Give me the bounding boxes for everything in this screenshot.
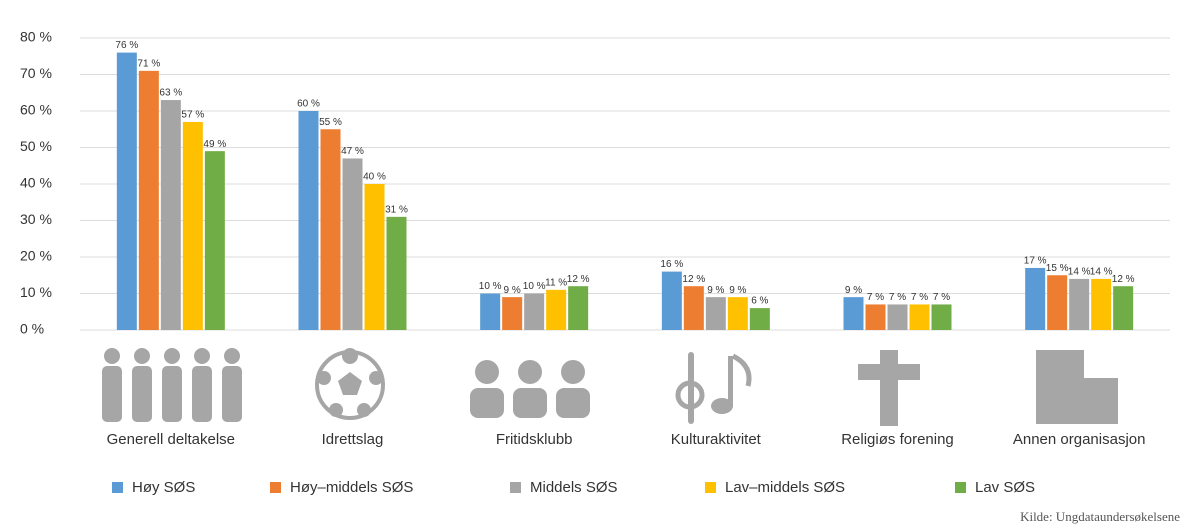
value-label: 10 % — [479, 281, 502, 292]
bar — [705, 297, 726, 330]
value-label: 17 % — [1024, 256, 1047, 267]
bar — [887, 304, 908, 330]
bar — [480, 293, 501, 330]
value-label: 49 % — [203, 139, 226, 150]
bar — [1113, 286, 1134, 330]
value-label: 63 % — [159, 88, 182, 99]
y-tick-label: 40 % — [20, 175, 52, 191]
y-tick-label: 30 % — [20, 211, 52, 227]
bar — [1047, 275, 1068, 330]
bar — [160, 100, 181, 330]
bar — [1025, 267, 1046, 330]
value-label: 15 % — [1046, 263, 1069, 274]
x-tick-label: Annen organisasjon — [1013, 431, 1146, 448]
icons — [102, 348, 1118, 426]
value-label: 55 % — [319, 117, 342, 128]
bar — [865, 304, 886, 330]
value-label: 11 % — [545, 277, 567, 288]
value-label: 16 % — [660, 259, 683, 270]
value-label: 6 % — [751, 296, 768, 307]
ball-icon — [315, 348, 385, 420]
legend-swatch — [955, 482, 966, 493]
people-icon — [102, 348, 242, 422]
bar — [364, 184, 385, 330]
legend-label: Lav SØS — [975, 479, 1035, 496]
building-icon — [1036, 350, 1118, 424]
bar — [1069, 278, 1090, 330]
bar — [1091, 278, 1112, 330]
value-label: 9 % — [707, 285, 724, 296]
bar — [931, 304, 952, 330]
bar — [116, 52, 137, 330]
value-label: 10 % — [523, 281, 546, 292]
bar — [661, 271, 682, 330]
bar — [138, 70, 159, 330]
y-tick-label: 80 % — [20, 29, 52, 45]
legend-swatch — [510, 482, 521, 493]
y-tick-label: 60 % — [20, 102, 52, 118]
legend-label: Lav–middels SØS — [725, 479, 845, 496]
value-label: 47 % — [341, 146, 364, 157]
y-tick-label: 70 % — [20, 65, 52, 81]
legend-label: Middels SØS — [530, 479, 618, 496]
bar — [342, 158, 363, 330]
group-icon — [470, 360, 590, 418]
music-icon — [675, 352, 752, 424]
value-label: 12 % — [682, 274, 705, 285]
bar — [683, 286, 704, 330]
value-label: 57 % — [181, 110, 204, 121]
value-label: 14 % — [1068, 267, 1091, 278]
y-tick-label: 10 % — [20, 284, 52, 300]
legend-swatch — [705, 482, 716, 493]
value-label: 12 % — [567, 274, 590, 285]
legend-label: Høy–middels SØS — [290, 479, 413, 496]
y-tick-label: 0 % — [20, 321, 44, 337]
value-label: 14 % — [1090, 267, 1113, 278]
x-tick-label: Fritidsklubb — [496, 431, 573, 448]
legend-label: Høy SØS — [132, 479, 195, 496]
y-tick-label: 50 % — [20, 138, 52, 154]
bar — [568, 286, 589, 330]
x-tick-label: Generell deltakelse — [107, 431, 235, 448]
value-label: 71 % — [137, 58, 160, 69]
bar — [204, 151, 225, 330]
bar — [182, 121, 203, 330]
value-label: 40 % — [363, 172, 386, 183]
bar — [386, 216, 407, 330]
legend-swatch — [112, 482, 123, 493]
value-label: 76 % — [115, 40, 138, 51]
bar — [524, 293, 545, 330]
bar — [320, 129, 341, 330]
cross-icon — [858, 350, 920, 426]
bar — [546, 289, 567, 330]
value-label: 7 % — [933, 292, 950, 303]
value-label: 9 % — [845, 285, 862, 296]
value-label: 7 % — [867, 292, 884, 303]
bar — [909, 304, 930, 330]
legend-swatch — [270, 482, 281, 493]
x-tick-label: Religiøs forening — [841, 431, 954, 448]
value-label: 9 % — [729, 285, 746, 296]
value-label: 7 % — [889, 292, 906, 303]
bar — [727, 297, 748, 330]
bar — [298, 111, 319, 330]
value-label: 12 % — [1112, 274, 1135, 285]
value-label: 31 % — [385, 204, 408, 215]
value-label: 9 % — [504, 285, 521, 296]
y-tick-label: 20 % — [20, 248, 52, 264]
value-label: 60 % — [297, 99, 320, 110]
bar — [502, 297, 523, 330]
source: Kilde: Ungdataundersøkelsene — [1020, 509, 1180, 524]
bar — [843, 297, 864, 330]
x-tick-label: Kulturaktivitet — [671, 431, 762, 448]
x-tick-label: Idrettslag — [322, 431, 384, 448]
bar — [749, 308, 770, 330]
value-label: 7 % — [911, 292, 928, 303]
